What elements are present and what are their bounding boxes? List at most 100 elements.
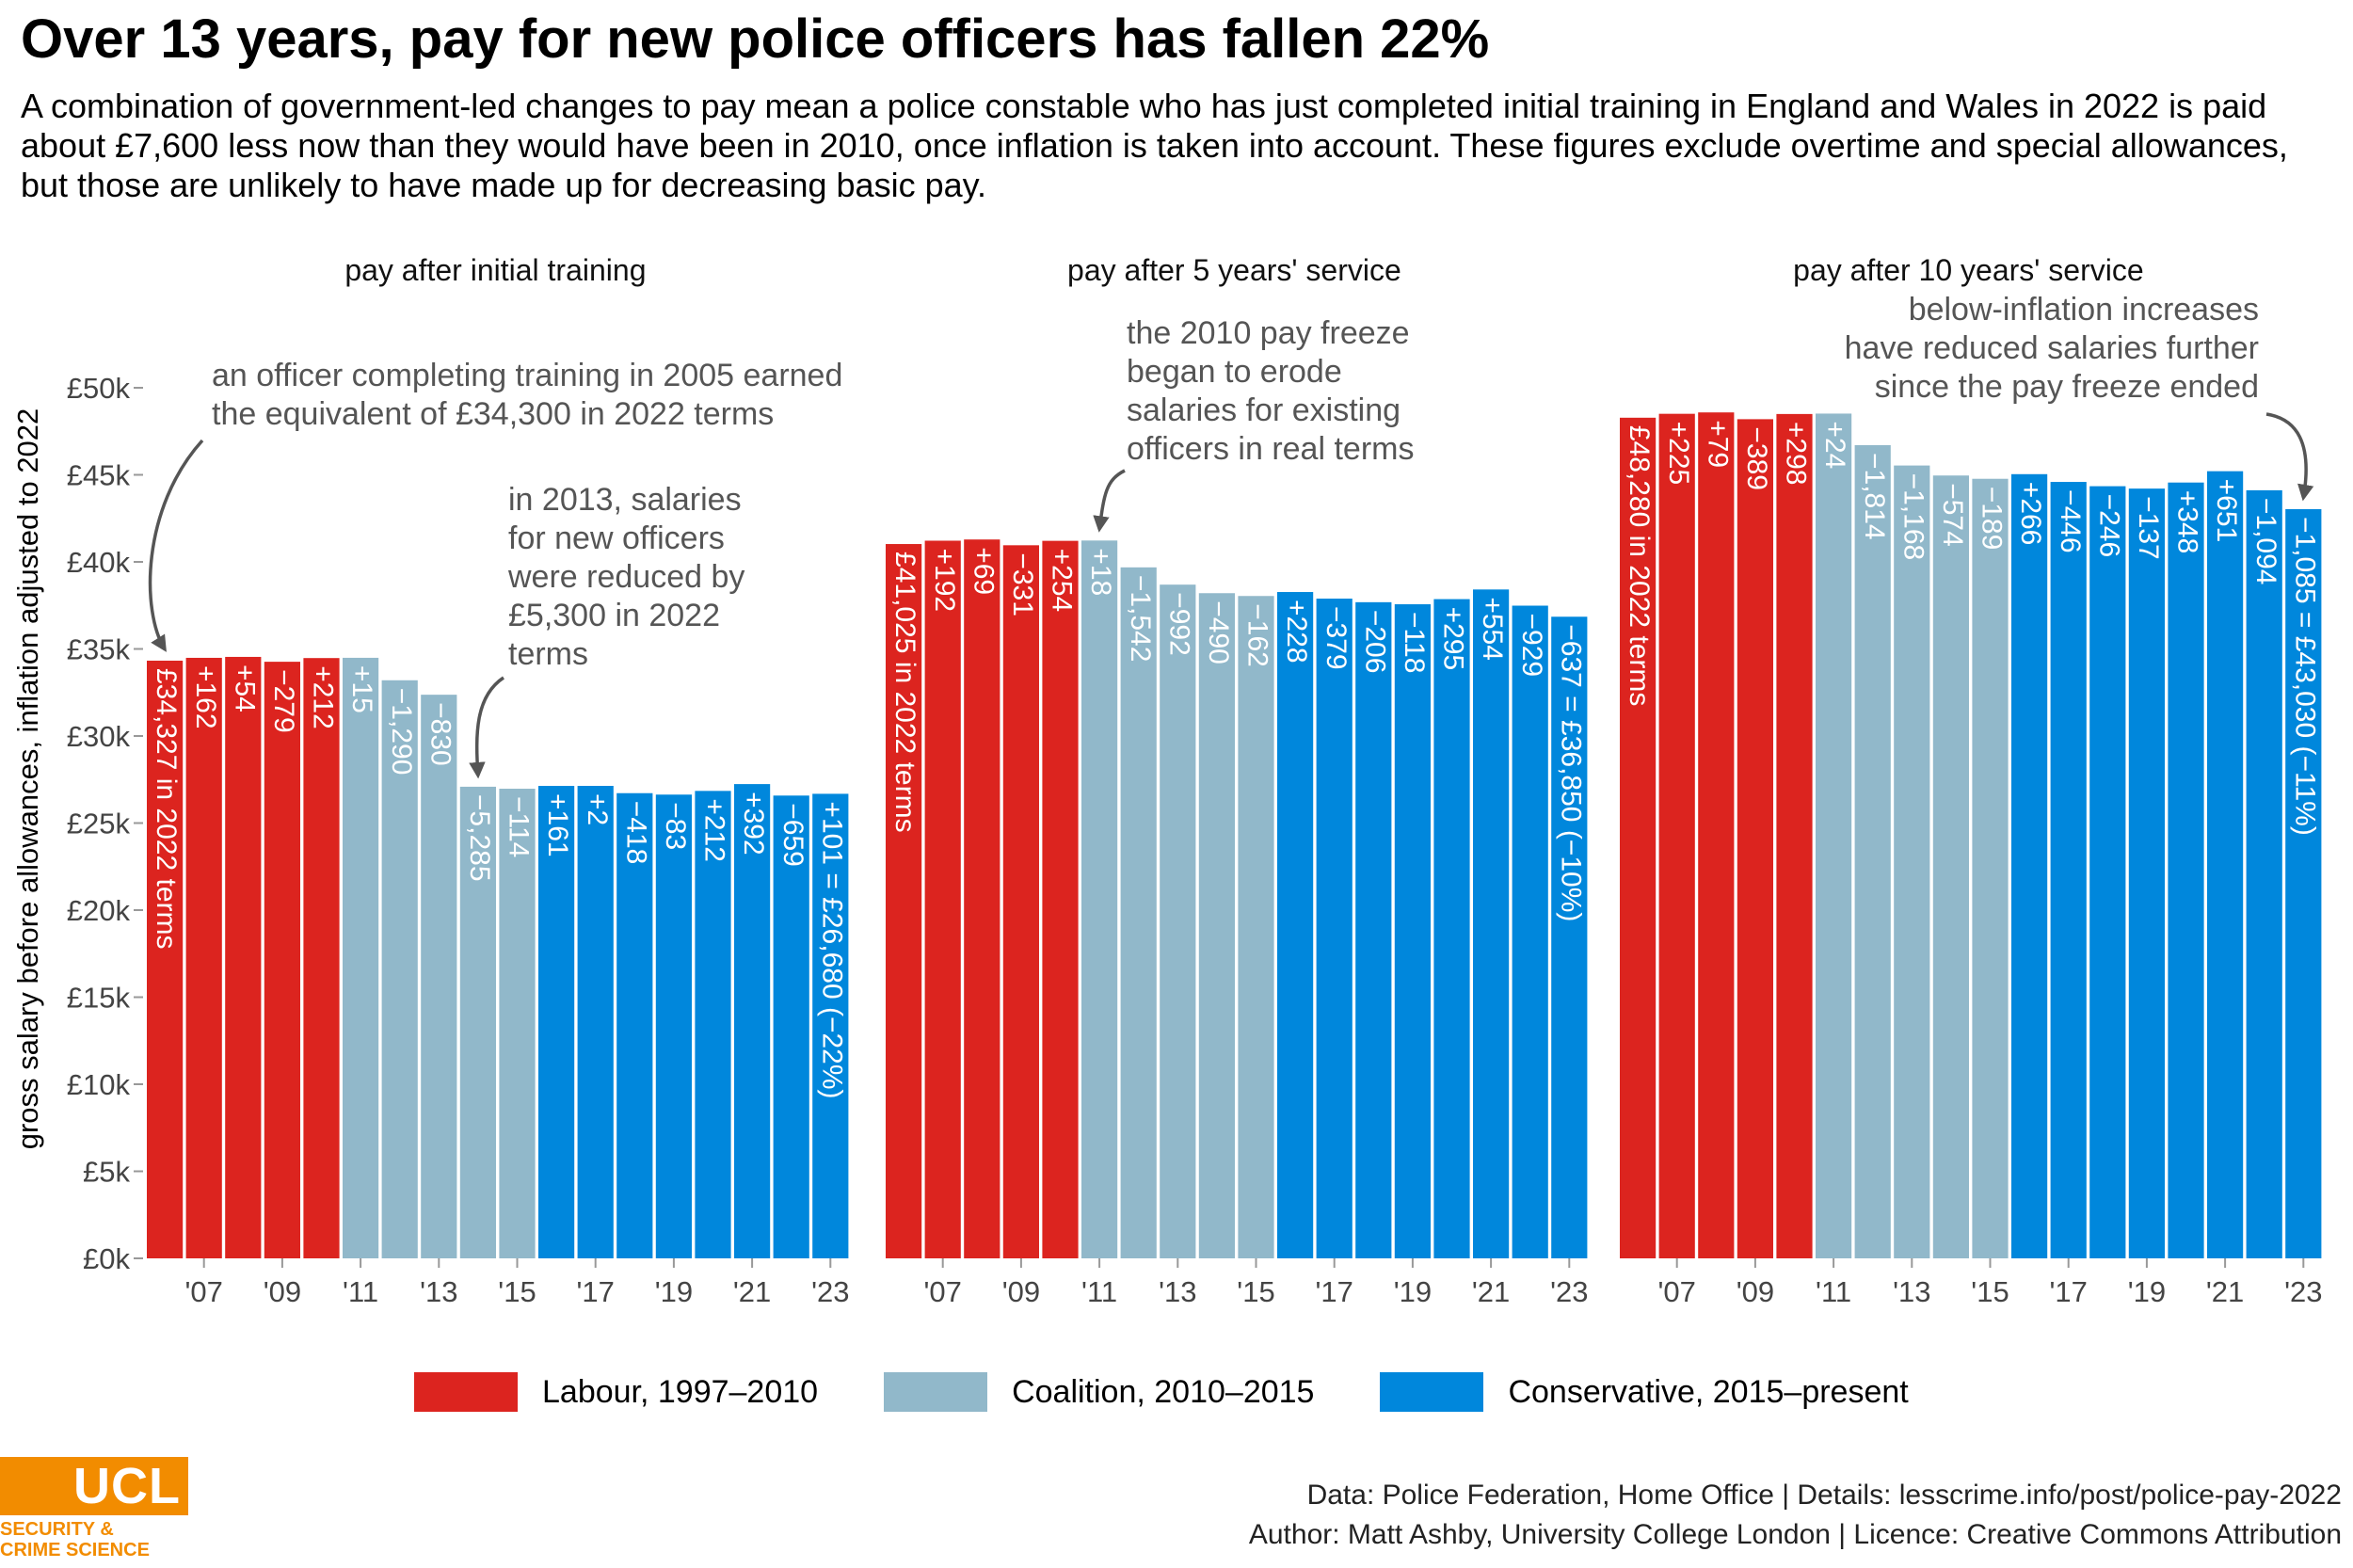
- bar-label: −446: [2055, 489, 2086, 553]
- bar: [2050, 482, 2087, 1258]
- bar-label: −830: [424, 702, 456, 766]
- y-tick-label: £5k: [83, 1156, 130, 1189]
- bar: [1972, 478, 2009, 1258]
- annotation-arrow: [469, 676, 505, 779]
- bar: [1081, 540, 1118, 1258]
- annotation-text: the equivalent of £34,300 in 2022 terms: [212, 396, 774, 432]
- x-tick-label: '21: [2206, 1275, 2244, 1308]
- bar-label: £34,327 in 2022 terms: [151, 668, 182, 950]
- bar: [734, 784, 771, 1258]
- legend-item-labour: Labour, 1997–2010: [414, 1372, 818, 1412]
- annotation-arrow: [148, 439, 204, 652]
- bar-label: +298: [1781, 422, 1812, 486]
- bar: [1512, 605, 1548, 1258]
- bar: [1776, 413, 1813, 1258]
- y-tick-label: £10k: [67, 1068, 131, 1101]
- caption: Data: Police Federation, Home Office | D…: [1249, 1476, 2342, 1555]
- legend: Labour, 1997–2010 Coalition, 2010–2015 C…: [414, 1372, 1975, 1412]
- bar: [421, 695, 457, 1258]
- bar: [2246, 489, 2282, 1258]
- x-tick-label: '13: [1893, 1275, 1930, 1308]
- annotation-text: were reduced by: [507, 559, 744, 595]
- bar: [655, 794, 692, 1258]
- bar: [2128, 488, 2165, 1258]
- bar-label: +162: [190, 665, 221, 729]
- annotation-text: for new officers: [508, 520, 725, 556]
- bar: [924, 540, 961, 1258]
- bar-label: −83: [660, 802, 691, 850]
- x-tick-label: '21: [1472, 1275, 1510, 1308]
- bar: [2089, 486, 2126, 1258]
- bar-label: +554: [1477, 597, 1508, 661]
- bar: [1394, 604, 1431, 1258]
- y-tick-label: £45k: [67, 459, 131, 492]
- bar: [459, 786, 496, 1258]
- annotation-text: in 2013, salaries: [508, 482, 742, 518]
- chart-title: Over 13 years, pay for new police office…: [21, 8, 1490, 70]
- annotation-text: began to erode: [1127, 354, 1342, 390]
- x-tick-label: '11: [1816, 1275, 1851, 1308]
- bar-label: +54: [229, 664, 260, 712]
- legend-swatch-labour: [414, 1372, 518, 1412]
- ucl-logo: UCL SECURITY & CRIME SCIENCE: [0, 1457, 188, 1560]
- x-tick-label: '07: [184, 1275, 222, 1308]
- x-tick-label: '09: [1002, 1275, 1040, 1308]
- bar-label: +2: [582, 793, 613, 825]
- panel-title: pay after 10 years' service: [1793, 253, 2144, 287]
- bar-label: −137: [2133, 496, 2164, 560]
- legend-swatch-conservative: [1380, 1372, 1484, 1412]
- bar-label: +18: [1085, 548, 1116, 596]
- bar-label: +101 = £26,680 (−22%): [816, 801, 847, 1098]
- bar: [1355, 601, 1392, 1258]
- annotation-text: below-inflation increases: [1909, 292, 2259, 328]
- bar: [964, 539, 1000, 1258]
- x-tick-label: '09: [264, 1275, 301, 1308]
- annotation-text: the 2010 pay freeze: [1127, 315, 1410, 351]
- bar-label: −1,094: [2250, 498, 2281, 585]
- ucl-logo-line: SECURITY &: [0, 1519, 114, 1540]
- annotation-text: salaries for existing: [1127, 392, 1401, 428]
- bar-label: −206: [1359, 610, 1390, 674]
- x-tick-label: '15: [1237, 1275, 1274, 1308]
- bar: [812, 793, 849, 1258]
- x-tick-label: '23: [1550, 1275, 1588, 1308]
- x-tick-label: '13: [420, 1275, 457, 1308]
- legend-swatch-coalition: [884, 1372, 988, 1412]
- bar-label: £48,280 in 2022 terms: [1624, 425, 1655, 707]
- bar-label: +225: [1663, 422, 1694, 486]
- bar: [2168, 482, 2204, 1258]
- y-tick-label: £20k: [67, 894, 131, 927]
- bar: [1433, 599, 1470, 1258]
- ucl-logo-subtitle: SECURITY & CRIME SCIENCE: [0, 1519, 188, 1560]
- bar-label: −5,285: [464, 794, 495, 882]
- bar-label: +79: [1702, 420, 1733, 468]
- y-tick-label: £40k: [67, 546, 131, 579]
- bar: [1002, 545, 1039, 1258]
- bar-label: −389: [1741, 426, 1772, 490]
- annotation-text: officers in real terms: [1127, 431, 1414, 467]
- ucl-logo-line: CRIME SCIENCE: [0, 1540, 150, 1560]
- x-tick-label: '09: [1737, 1275, 1774, 1308]
- x-tick-label: '11: [343, 1275, 378, 1308]
- legend-label-conservative: Conservative, 2015–present: [1508, 1373, 1909, 1410]
- bar-label: −1,542: [1125, 575, 1156, 663]
- x-tick-label: '07: [1657, 1275, 1695, 1308]
- x-tick-label: '19: [655, 1275, 693, 1308]
- caption-data-source: Data: Police Federation, Home Office | D…: [1306, 1480, 2342, 1511]
- panel-title: pay after initial training: [344, 253, 646, 287]
- x-tick-label: '19: [1394, 1275, 1432, 1308]
- annotation-text: have reduced salaries further: [1845, 330, 2259, 366]
- bar: [185, 657, 222, 1258]
- police-pay-chart: £0k £5k £10k £15k £20k £25k £30k £35k £40k £45k £5…: [11, 253, 2323, 1308]
- bar-label: −1,290: [386, 688, 417, 776]
- x-tick-label: '15: [1971, 1275, 2009, 1308]
- bar: [1698, 412, 1735, 1258]
- y-tick-label: £35k: [67, 633, 131, 666]
- bar-label: −118: [1399, 612, 1430, 673]
- y-axis-title: gross salary before allowances, inflatio…: [11, 408, 44, 1150]
- bar-label: −490: [1203, 600, 1234, 664]
- bar-label: −574: [1937, 483, 1968, 547]
- bar: [147, 660, 184, 1258]
- legend-item-coalition: Coalition, 2010–2015: [884, 1372, 1314, 1412]
- bar: [2285, 508, 2322, 1258]
